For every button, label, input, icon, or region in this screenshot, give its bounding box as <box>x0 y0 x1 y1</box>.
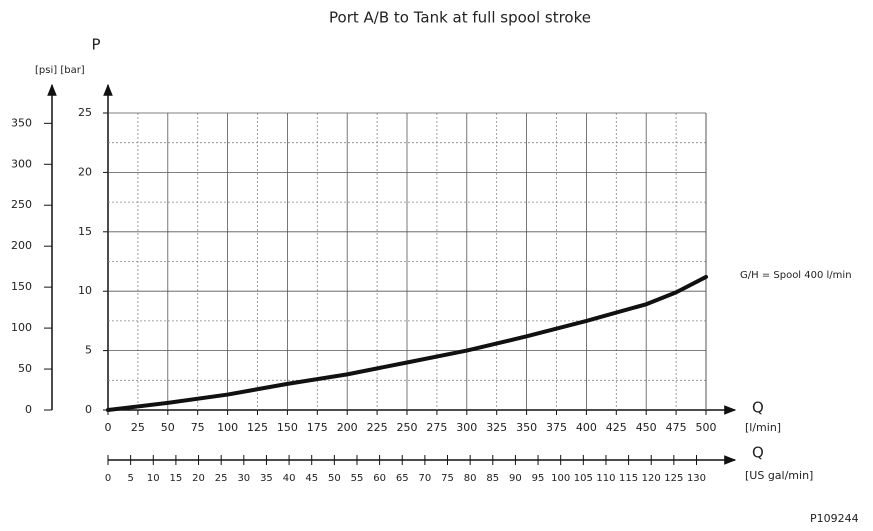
x2-tick-label: 130 <box>687 473 706 484</box>
x2-axis-units: [US gal/min] <box>745 469 813 482</box>
y-tick-label: 0 <box>85 403 92 416</box>
series-label: G/H = Spool 400 l/min <box>740 270 852 281</box>
x-tick-label: 0 <box>105 421 112 434</box>
x2-tick-label: 60 <box>373 473 386 484</box>
x2-tick-label: 30 <box>237 473 250 484</box>
x2-tick-label: 5 <box>127 473 133 484</box>
x2-tick-label: 20 <box>192 473 205 484</box>
x2-tick-label: 10 <box>147 473 160 484</box>
x-tick-label: 200 <box>337 421 358 434</box>
y2-tick-label: 0 <box>25 403 32 416</box>
x-tick-label: 250 <box>397 421 418 434</box>
x2-tick-label: 0 <box>105 473 111 484</box>
x-tick-label: 475 <box>666 421 687 434</box>
y-tick-label: 5 <box>85 344 92 357</box>
x2-tick-label: 95 <box>532 473 545 484</box>
y-tick-label: 15 <box>78 225 92 238</box>
y2-tick-label: 250 <box>11 198 32 211</box>
x2-tick-label: 15 <box>170 473 183 484</box>
x2-tick-label: 65 <box>396 473 409 484</box>
series-line <box>106 274 708 412</box>
x2-tick-label: 75 <box>441 473 454 484</box>
x-tick-label: 100 <box>217 421 238 434</box>
y2-tick-label: 300 <box>11 157 32 170</box>
x-tick-label: 50 <box>161 421 175 434</box>
x2-tick-label: 115 <box>619 473 638 484</box>
y-tick-label: 20 <box>78 165 92 178</box>
x-tick-label: 175 <box>307 421 328 434</box>
x-tick-label: 275 <box>426 421 447 434</box>
x2-tick-label: 105 <box>574 473 593 484</box>
x-tick-label: 450 <box>636 421 657 434</box>
x2-tick-label: 50 <box>328 473 341 484</box>
x2-tick-label: 35 <box>260 473 273 484</box>
y2-tick-label: 100 <box>11 321 32 334</box>
x2-axis-label: Q <box>752 444 764 462</box>
y2-tick-label: 200 <box>11 239 32 252</box>
x2-tick-label: 45 <box>305 473 318 484</box>
x-tick-label: 500 <box>696 421 717 434</box>
chart-title: Port A/B to Tank at full spool stroke <box>329 9 591 27</box>
x2-tick-label: 85 <box>486 473 499 484</box>
x-tick-label: 350 <box>516 421 537 434</box>
y2-tick-label: 50 <box>18 362 32 375</box>
x2-tick-label: 90 <box>509 473 522 484</box>
x2-tick-label: 70 <box>419 473 432 484</box>
x2-tick-label: 125 <box>664 473 683 484</box>
x2-tick-label: 40 <box>283 473 296 484</box>
x-axis-label: Q <box>752 399 764 417</box>
x2-tick-label: 100 <box>551 473 570 484</box>
x-tick-label: 25 <box>131 421 145 434</box>
x-tick-label: 375 <box>546 421 567 434</box>
x2-tick-label: 80 <box>464 473 477 484</box>
x-axis-units: [l/min] <box>745 421 781 434</box>
x2-tick-label: 55 <box>351 473 364 484</box>
y2-tick-label: 150 <box>11 280 32 293</box>
x-tick-label: 325 <box>486 421 507 434</box>
x-tick-label: 75 <box>191 421 205 434</box>
x2-tick-label: 110 <box>596 473 615 484</box>
x2-tick-label: 120 <box>642 473 661 484</box>
x-tick-label: 125 <box>247 421 268 434</box>
y-tick-label: 25 <box>78 106 92 119</box>
x-tick-label: 225 <box>367 421 388 434</box>
x-tick-label: 300 <box>456 421 477 434</box>
x-tick-label: 150 <box>277 421 298 434</box>
x-tick-label: 400 <box>576 421 597 434</box>
x2-tick-label: 25 <box>215 473 228 484</box>
y-axis-units: [psi] [bar] <box>35 65 85 76</box>
y2-tick-label: 350 <box>11 116 32 129</box>
x-tick-label: 425 <box>606 421 627 434</box>
y-tick-label: 10 <box>78 284 92 297</box>
figure-id: P109244 <box>810 512 859 525</box>
y-axis-label: P <box>91 36 100 54</box>
